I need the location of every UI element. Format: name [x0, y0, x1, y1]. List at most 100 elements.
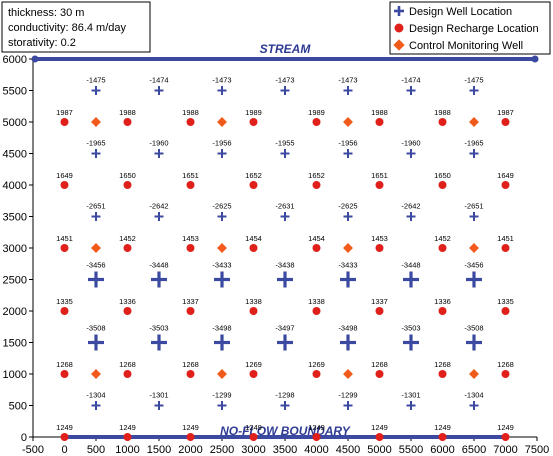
monitor-marker — [91, 117, 101, 127]
point-value-label: -3503 — [149, 324, 168, 333]
point-value-label: 1453 — [182, 234, 199, 243]
point-value-label: -3497 — [275, 324, 294, 333]
y-tick-label: 4500 — [3, 149, 27, 161]
recharge-marker — [186, 433, 195, 441]
y-tick-label: 500 — [9, 401, 27, 413]
point-value-label: -1473 — [275, 76, 294, 85]
recharge-marker — [186, 244, 195, 252]
recharge-marker — [501, 181, 510, 189]
well-marker — [91, 212, 101, 221]
point-value-label: -3498 — [338, 324, 357, 333]
x-tick-label: 5000 — [367, 444, 391, 456]
recharge-marker — [501, 244, 510, 252]
point-value-label: 1268 — [434, 360, 451, 369]
point-value-label: -1475 — [86, 76, 105, 85]
point-value-label: -2651 — [86, 202, 105, 211]
point-value-label: -1473 — [338, 76, 357, 85]
stream-line-end-left — [31, 55, 39, 63]
x-tick-label: 2000 — [178, 444, 202, 456]
well-marker — [154, 212, 164, 221]
x-tick-label: 2500 — [210, 444, 234, 456]
well-marker — [343, 401, 353, 410]
stream-label: STREAM — [260, 42, 312, 56]
recharge-marker — [249, 118, 258, 126]
y-tick-label: 0 — [21, 432, 27, 444]
y-tick-label: 6000 — [3, 54, 27, 66]
well-marker — [217, 149, 227, 158]
recharge-marker — [312, 118, 321, 126]
point-value-label: 1454 — [245, 234, 262, 243]
monitor-marker — [91, 243, 101, 253]
x-tick-label: 3000 — [241, 444, 265, 456]
point-value-label: -3433 — [212, 261, 231, 270]
point-value-label: -3448 — [149, 261, 168, 270]
point-value-label: -3448 — [401, 261, 420, 270]
well-marker — [214, 334, 230, 351]
monitor-marker — [343, 369, 353, 379]
well-marker — [154, 86, 164, 95]
point-value-label: 1649 — [56, 171, 73, 180]
point-value-label: -1475 — [464, 76, 483, 85]
point-value-label: 1451 — [497, 234, 514, 243]
point-value-label: -2642 — [401, 202, 420, 211]
x-tick-label: 1500 — [147, 444, 171, 456]
point-value-label: -1956 — [338, 139, 357, 148]
well-marker — [280, 212, 290, 221]
well-marker — [343, 212, 353, 221]
point-value-label: -1960 — [401, 139, 420, 148]
x-tick-label: -500 — [22, 444, 44, 456]
well-marker — [406, 86, 416, 95]
point-value-label: 1987 — [497, 108, 514, 117]
point-value-label: -1298 — [275, 391, 294, 400]
recharge-marker — [186, 307, 195, 315]
point-value-label: -1301 — [149, 391, 168, 400]
recharge-marker — [123, 307, 132, 315]
point-value-label: -3433 — [338, 261, 357, 270]
monitor-marker — [343, 243, 353, 253]
info-storativity: storativity: 0.2 — [8, 37, 76, 49]
point-value-label: 1338 — [245, 297, 262, 306]
legend-label-well: Design Well Location — [409, 6, 512, 18]
point-value-label: 1249 — [497, 423, 514, 432]
x-tick-label: 0 — [61, 444, 67, 456]
recharge-marker — [438, 118, 447, 126]
y-tick-label: 2500 — [3, 275, 27, 287]
well-marker — [88, 334, 104, 351]
y-tick-label: 2000 — [3, 306, 27, 318]
point-value-label: 1249 — [434, 423, 451, 432]
point-value-label: 1451 — [56, 234, 73, 243]
well-marker — [214, 271, 230, 288]
x-tick-label: 7000 — [493, 444, 517, 456]
y-tick-label: 4000 — [3, 180, 27, 192]
well-marker — [280, 149, 290, 158]
point-value-label: 1649 — [497, 171, 514, 180]
point-value-label: -1473 — [212, 76, 231, 85]
point-value-label: 1988 — [182, 108, 199, 117]
point-value-label: 1249 — [56, 423, 73, 432]
no-flow-boundary-label: NO-FLOW BOUNDARY — [220, 424, 351, 438]
well-marker — [403, 334, 419, 351]
well-marker — [466, 271, 482, 288]
point-value-label: -1299 — [338, 391, 357, 400]
point-value-label: 1989 — [245, 108, 262, 117]
recharge-marker — [312, 181, 321, 189]
point-value-label: 1337 — [182, 297, 199, 306]
point-value-label: 1249 — [182, 423, 199, 432]
well-marker — [154, 149, 164, 158]
recharge-marker — [501, 118, 510, 126]
recharge-marker — [312, 370, 321, 378]
axes: -500 0 500 1000 1500 2000 2500 3000 3500 4000 4500… — [3, 54, 550, 456]
x-tick-label: 4500 — [336, 444, 360, 456]
recharge-marker — [312, 244, 321, 252]
well-marker — [277, 271, 293, 288]
point-value-label: -3508 — [86, 324, 105, 333]
point-value-label: -3498 — [212, 324, 231, 333]
point-value-label: -1299 — [212, 391, 231, 400]
point-labels: -1475 -1474 -1473 -1473 -1473 -1474 -1475 -1965… — [56, 76, 514, 433]
recharge-marker — [375, 244, 384, 252]
point-value-label: -1960 — [149, 139, 168, 148]
legend-label-monitor: Control Monitoring Well — [409, 40, 523, 52]
well-marker — [91, 149, 101, 158]
recharge-marker — [249, 370, 258, 378]
